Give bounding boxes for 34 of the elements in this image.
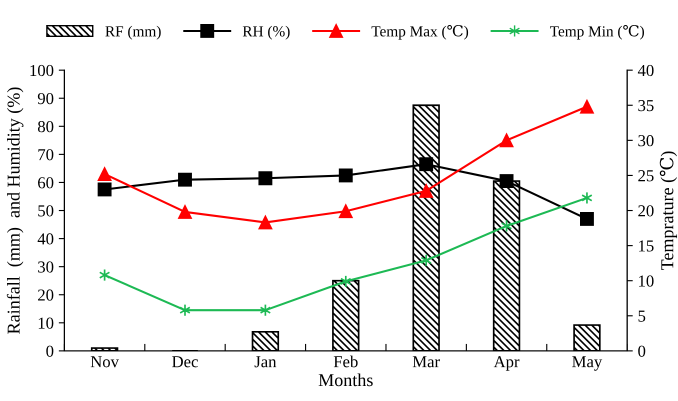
y-tick-label: 90 (38, 92, 54, 104)
y-tick-label: 10 (38, 318, 54, 329)
legend-label: Temp Min (℃) (550, 24, 644, 40)
legend-label: RH (%) (242, 26, 290, 40)
x-axis-title: Months (318, 373, 373, 386)
y-tick-label: 80 (38, 121, 54, 132)
y2-tick-label: 25 (638, 170, 654, 182)
x-tick-label: Mar (412, 356, 440, 368)
y-axis-title: Rainfall (mm) and Humidity (%) (6, 87, 24, 334)
y2-tick-label: 40 (638, 64, 654, 76)
y-tick-label: 20 (38, 289, 54, 301)
y2-tick-label: 10 (639, 275, 654, 287)
x-tick-label: Nov (90, 356, 119, 368)
legend-label: Temp Max (℃) (372, 24, 468, 40)
y2-tick-label: 30 (638, 135, 654, 146)
x-tick-label: Dec (172, 356, 198, 368)
x-tick-label: Apr (494, 356, 520, 371)
x-tick-label: May (572, 356, 602, 371)
y-tick-label: 40 (38, 233, 54, 245)
y2-tick-label: 15 (639, 240, 654, 252)
y2-tick-label: 20 (638, 205, 654, 216)
y-tick-label: 100 (30, 64, 54, 76)
y-tick-label: 50 (38, 205, 54, 216)
y-tick-label: 0 (46, 346, 54, 357)
y2-tick-label: 35 (638, 100, 654, 112)
x-tick-label: Jan (254, 356, 276, 368)
y-tick-label: 60 (38, 177, 54, 188)
y-tick-label: 30 (38, 261, 54, 273)
x-tick-label: Feb (334, 356, 358, 368)
y2-tick-label: 0 (638, 346, 646, 357)
legend-label: RF (mm) (105, 26, 161, 40)
y-tick-label: 70 (38, 149, 54, 160)
y2-tick-label: 5 (638, 310, 646, 322)
y2-axis-title: Temprature (℃) (660, 151, 678, 270)
